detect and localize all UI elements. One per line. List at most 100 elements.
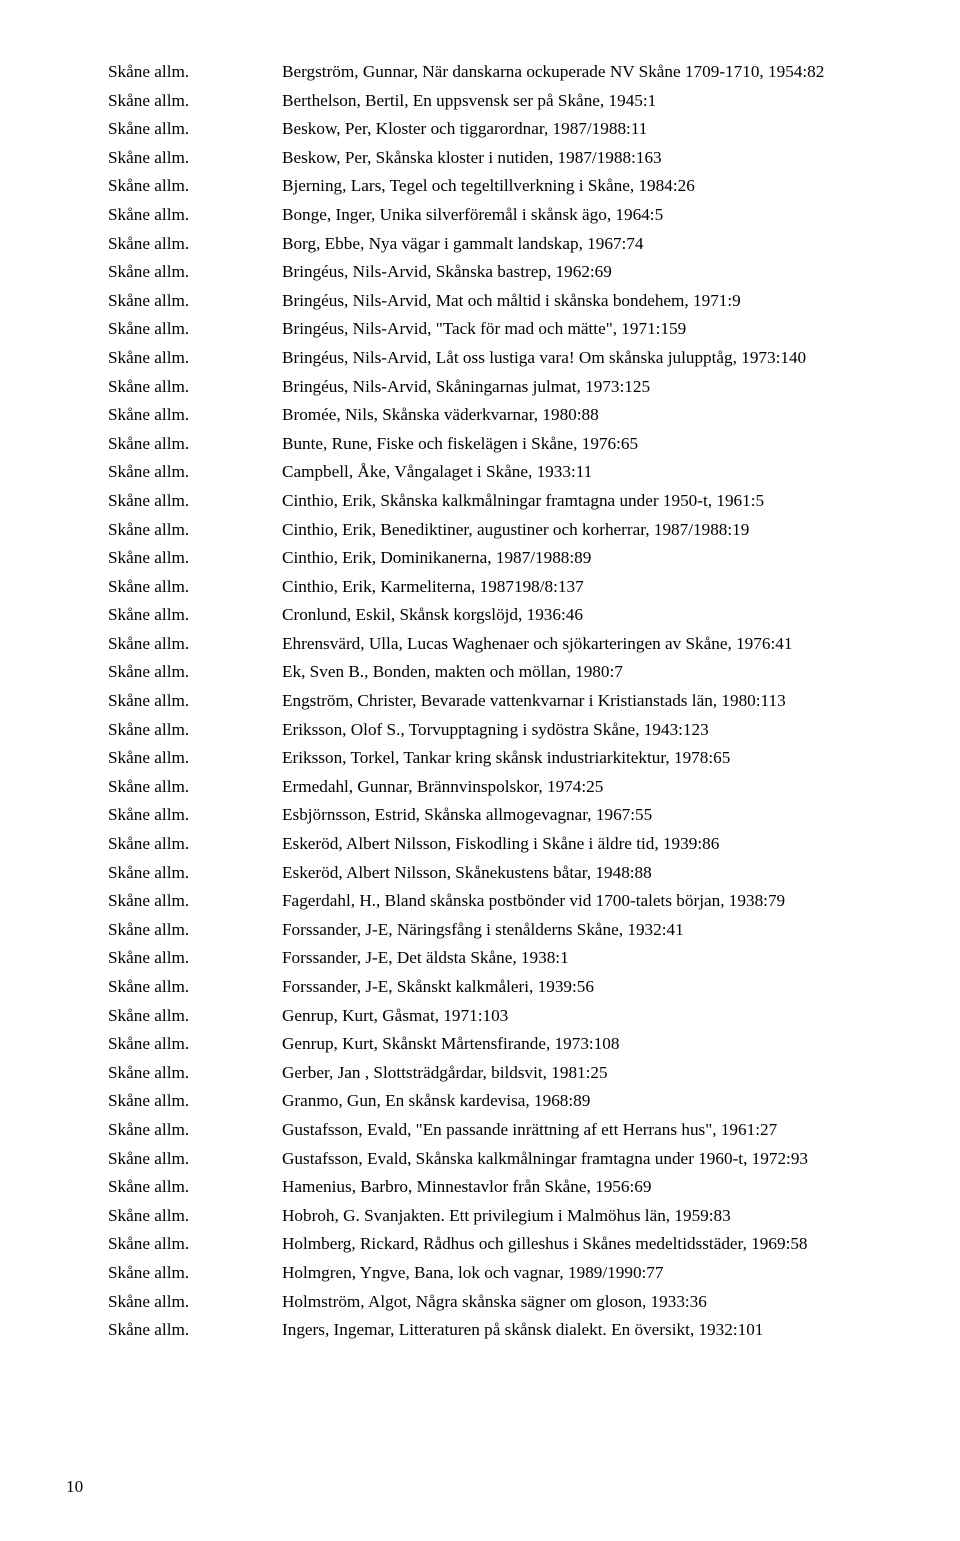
bibliography-entry: Skåne allm.Holmström, Algot, Några skåns… xyxy=(108,1288,890,1317)
entry-category: Skåne allm. xyxy=(108,516,282,545)
bibliography-entry: Skåne allm.Beskow, Per, Kloster och tigg… xyxy=(108,115,890,144)
bibliography-entry: Skåne allm.Bonge, Inger, Unika silverför… xyxy=(108,201,890,230)
entry-description: Hamenius, Barbro, Minnestavlor från Skån… xyxy=(282,1173,890,1202)
entry-category: Skåne allm. xyxy=(108,373,282,402)
entry-description: Bringéus, Nils-Arvid, Skåningarnas julma… xyxy=(282,373,890,402)
entry-category: Skåne allm. xyxy=(108,315,282,344)
entry-category: Skåne allm. xyxy=(108,1202,282,1231)
entry-description: Ek, Sven B., Bonden, makten och möllan, … xyxy=(282,658,890,687)
bibliography-entry: Skåne allm.Bringéus, Nils-Arvid, Mat och… xyxy=(108,287,890,316)
bibliography-entry: Skåne allm.Cinthio, Erik, Benediktiner, … xyxy=(108,516,890,545)
bibliography-entry: Skåne allm.Campbell, Åke, Vångalaget i S… xyxy=(108,458,890,487)
entry-category: Skåne allm. xyxy=(108,1316,282,1345)
entry-description: Eriksson, Torkel, Tankar kring skånsk in… xyxy=(282,744,890,773)
bibliography-entry: Skåne allm.Bjerning, Lars, Tegel och teg… xyxy=(108,172,890,201)
entry-category: Skåne allm. xyxy=(108,544,282,573)
entry-description: Eriksson, Olof S., Torvupptagning i sydö… xyxy=(282,716,890,745)
bibliography-entry: Skåne allm.Cinthio, Erik, Skånska kalkmå… xyxy=(108,487,890,516)
bibliography-entry: Skåne allm.Borg, Ebbe, Nya vägar i gamma… xyxy=(108,230,890,259)
entry-category: Skåne allm. xyxy=(108,458,282,487)
bibliography-entry: Skåne allm.Forssander, J-E, Näringsfång … xyxy=(108,916,890,945)
entry-category: Skåne allm. xyxy=(108,401,282,430)
entry-description: Berthelson, Bertil, En uppsvensk ser på … xyxy=(282,87,890,116)
bibliography-entry: Skåne allm.Berthelson, Bertil, En uppsve… xyxy=(108,87,890,116)
entry-description: Cinthio, Erik, Dominikanerna, 1987/1988:… xyxy=(282,544,890,573)
entry-category: Skåne allm. xyxy=(108,1116,282,1145)
bibliography-entry: Skåne allm.Eskeröd, Albert Nilsson, Skån… xyxy=(108,859,890,888)
entry-description: Ingers, Ingemar, Litteraturen på skånsk … xyxy=(282,1316,890,1345)
entry-category: Skåne allm. xyxy=(108,487,282,516)
bibliography-entry: Skåne allm.Eskeröd, Albert Nilsson, Fisk… xyxy=(108,830,890,859)
bibliography-entry: Skåne allm.Granmo, Gun, En skånsk kardev… xyxy=(108,1087,890,1116)
entry-category: Skåne allm. xyxy=(108,1087,282,1116)
entry-description: Cinthio, Erik, Skånska kalkmålningar fra… xyxy=(282,487,890,516)
entry-description: Gustafsson, Evald, Skånska kalkmålningar… xyxy=(282,1145,890,1174)
bibliography-entry: Skåne allm.Gerber, Jan , Slottsträdgårda… xyxy=(108,1059,890,1088)
entry-description: Bringéus, Nils-Arvid, Skånska bastrep, 1… xyxy=(282,258,890,287)
bibliography-entry: Skåne allm.Bringéus, Nils-Arvid, "Tack f… xyxy=(108,315,890,344)
entry-category: Skåne allm. xyxy=(108,573,282,602)
entry-category: Skåne allm. xyxy=(108,1288,282,1317)
bibliography-entry: Skåne allm.Holmberg, Rickard, Rådhus och… xyxy=(108,1230,890,1259)
entry-category: Skåne allm. xyxy=(108,1173,282,1202)
entry-category: Skåne allm. xyxy=(108,1145,282,1174)
entry-category: Skåne allm. xyxy=(108,773,282,802)
bibliography-entry: Skåne allm.Bringéus, Nils-Arvid, Skåning… xyxy=(108,373,890,402)
entry-category: Skåne allm. xyxy=(108,687,282,716)
bibliography-entry: Skåne allm.Ehrensvärd, Ulla, Lucas Waghe… xyxy=(108,630,890,659)
entry-category: Skåne allm. xyxy=(108,287,282,316)
entry-description: Campbell, Åke, Vångalaget i Skåne, 1933:… xyxy=(282,458,890,487)
entry-category: Skåne allm. xyxy=(108,258,282,287)
entry-category: Skåne allm. xyxy=(108,1230,282,1259)
entry-category: Skåne allm. xyxy=(108,944,282,973)
entry-category: Skåne allm. xyxy=(108,716,282,745)
bibliography-entry: Skåne allm.Cronlund, Eskil, Skånsk korgs… xyxy=(108,601,890,630)
entry-description: Beskow, Per, Skånska kloster i nutiden, … xyxy=(282,144,890,173)
entry-category: Skåne allm. xyxy=(108,115,282,144)
entry-description: Forssander, J-E, Näringsfång i stenålder… xyxy=(282,916,890,945)
bibliography-entry: Skåne allm.Fagerdahl, H., Bland skånska … xyxy=(108,887,890,916)
entry-description: Borg, Ebbe, Nya vägar i gammalt landskap… xyxy=(282,230,890,259)
entry-category: Skåne allm. xyxy=(108,1002,282,1031)
entry-description: Beskow, Per, Kloster och tiggarordnar, 1… xyxy=(282,115,890,144)
entry-description: Bjerning, Lars, Tegel och tegeltillverkn… xyxy=(282,172,890,201)
entry-description: Genrup, Kurt, Gåsmat, 1971:103 xyxy=(282,1002,890,1031)
entry-description: Gerber, Jan , Slottsträdgårdar, bildsvit… xyxy=(282,1059,890,1088)
entry-description: Bonge, Inger, Unika silverföremål i skån… xyxy=(282,201,890,230)
entry-category: Skåne allm. xyxy=(108,916,282,945)
bibliography-entry: Skåne allm.Eriksson, Olof S., Torvupptag… xyxy=(108,716,890,745)
entry-description: Forssander, J-E, Det äldsta Skåne, 1938:… xyxy=(282,944,890,973)
entry-category: Skåne allm. xyxy=(108,744,282,773)
entry-category: Skåne allm. xyxy=(108,630,282,659)
bibliography-entry: Skåne allm.Bergström, Gunnar, När danska… xyxy=(108,58,890,87)
document-page: Skåne allm. Bergström, Gunnar, När danska… xyxy=(0,0,960,1541)
entry-category: Skåne allm. xyxy=(108,973,282,1002)
bibliography-entry: Skåne allm.Cinthio, Erik, Dominikanerna,… xyxy=(108,544,890,573)
entry-category: Skåne allm. xyxy=(108,144,282,173)
entry-category: Skåne allm. xyxy=(108,601,282,630)
entry-description: Granmo, Gun, En skånsk kardevisa, 1968:8… xyxy=(282,1087,890,1116)
bibliography-entry: Skåne allm.Esbjörnsson, Estrid, Skånska … xyxy=(108,801,890,830)
entry-category: Skåne allm. xyxy=(108,658,282,687)
entry-category: Skåne allm. xyxy=(108,172,282,201)
entry-category: Skåne allm. xyxy=(108,887,282,916)
bibliography-entry: Skåne allm.Engström, Christer, Bevarade … xyxy=(108,687,890,716)
entry-description: Bergström, Gunnar, När danskarna ockuper… xyxy=(282,58,890,87)
entry-category: Skåne allm. xyxy=(108,344,282,373)
entry-category: Skåne allm. xyxy=(108,859,282,888)
bibliography-entry: Skåne allm.Cinthio, Erik, Karmeliterna, … xyxy=(108,573,890,602)
entry-category: Skåne allm. xyxy=(108,1259,282,1288)
bibliography-entry: Skåne allm.Genrup, Kurt, Skånskt Mårtens… xyxy=(108,1030,890,1059)
bibliography-entry: Skåne allm.Forssander, J-E, Skånskt kalk… xyxy=(108,973,890,1002)
bibliography-entry: Skåne allm.Hobroh, G. Svanjakten. Ett pr… xyxy=(108,1202,890,1231)
entry-description: Bromée, Nils, Skånska väderkvarnar, 1980… xyxy=(282,401,890,430)
entry-category: Skåne allm. xyxy=(108,430,282,459)
entry-description: Ehrensvärd, Ulla, Lucas Waghenaer och sj… xyxy=(282,630,890,659)
bibliography-entry: Skåne allm.Bunte, Rune, Fiske och fiskel… xyxy=(108,430,890,459)
entry-description: Gustafsson, Evald, "En passande inrättni… xyxy=(282,1116,890,1145)
entry-description: Cronlund, Eskil, Skånsk korgslöjd, 1936:… xyxy=(282,601,890,630)
bibliography-entry: Skåne allm.Beskow, Per, Skånska kloster … xyxy=(108,144,890,173)
bibliography-entry: Skåne allm.Eriksson, Torkel, Tankar krin… xyxy=(108,744,890,773)
bibliography-entry: Skåne allm.Ermedahl, Gunnar, Brännvinspo… xyxy=(108,773,890,802)
entry-category: Skåne allm. xyxy=(108,1059,282,1088)
